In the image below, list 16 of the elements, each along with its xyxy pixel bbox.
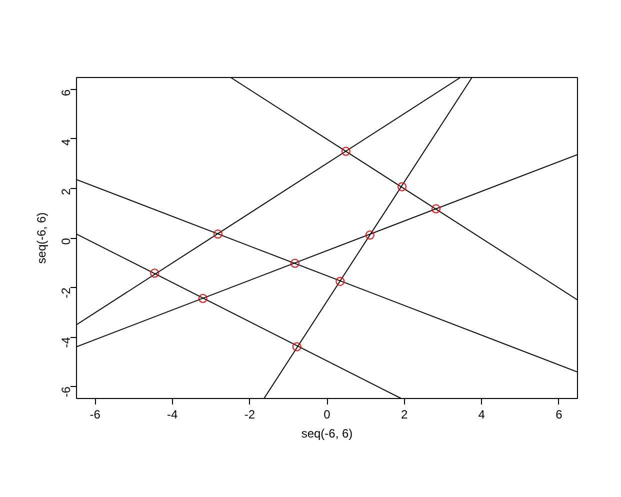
y-tick-label: 2: [59, 188, 73, 196]
y-tick-label: -4: [59, 336, 73, 348]
x-tick-label: -6: [90, 408, 101, 422]
x-tick-label: -2: [244, 408, 256, 422]
x-tick-label: 2: [400, 408, 408, 422]
y-tick-label: 4: [59, 138, 73, 146]
y-tick-label: 0: [59, 238, 73, 245]
x-tick-label: 4: [478, 408, 486, 422]
y-tick-label: -6: [59, 386, 73, 398]
y-tick-label: 6: [59, 89, 73, 96]
y-axis-title: seq(-6, 6): [34, 212, 48, 264]
x-tick-label: -4: [167, 408, 178, 422]
x-tick-label: 0: [324, 408, 331, 422]
x-tick-label: 6: [556, 408, 563, 422]
x-axis-title: seq(-6, 6): [301, 426, 353, 440]
y-tick-label: -2: [59, 287, 73, 298]
